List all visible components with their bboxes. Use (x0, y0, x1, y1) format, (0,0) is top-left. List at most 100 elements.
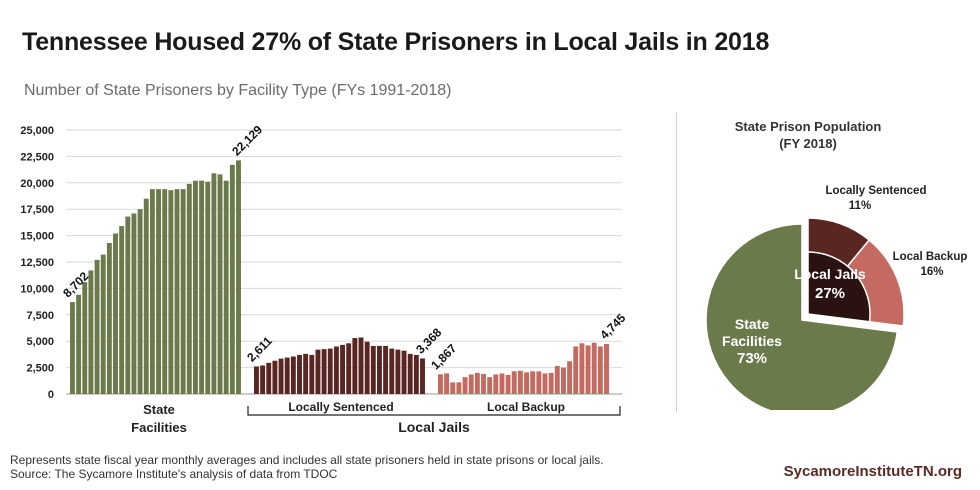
footnote: Represents state fiscal year monthly ave… (10, 453, 604, 481)
pie-slice-local-jails (807, 251, 871, 323)
bar (401, 350, 407, 394)
footnote-line-1: Represents state fiscal year monthly ave… (10, 453, 604, 467)
bar (554, 366, 560, 394)
bar (573, 346, 579, 394)
bar (100, 254, 106, 394)
bar (106, 242, 112, 394)
bar (444, 373, 450, 394)
bar (309, 354, 315, 394)
y-tick-label: 17,500 (20, 204, 54, 216)
bar (597, 346, 603, 394)
bar (499, 373, 505, 394)
bar (493, 374, 499, 394)
bar (174, 189, 180, 394)
bar (511, 371, 517, 394)
bar (517, 370, 523, 394)
bar (438, 374, 443, 394)
y-tick-label: 10,000 (20, 283, 54, 295)
pie-label-local-backup: Local Backup (893, 251, 968, 263)
pie-title: State Prison Population (FY 2018) (708, 118, 908, 152)
bar (352, 338, 358, 394)
bar (530, 371, 536, 394)
y-tick-label: 20,000 (20, 178, 54, 190)
bar (303, 353, 309, 394)
local-jails-bracket (247, 406, 621, 416)
bar (370, 345, 376, 394)
pie-label-state-facilities: State (735, 316, 769, 332)
pie-label-state-facilities-2: Facilities (722, 333, 782, 349)
bar (315, 349, 321, 394)
pie-label-local-jails: Local Jails (794, 266, 866, 282)
bar (358, 337, 364, 394)
bar (149, 189, 155, 394)
bar (113, 233, 118, 394)
bar (591, 342, 597, 394)
y-tick-label: 0 (48, 389, 54, 401)
bar (119, 226, 125, 394)
bar (481, 373, 486, 394)
bar (223, 180, 229, 394)
bar (505, 374, 511, 394)
bar (205, 181, 211, 394)
y-tick-label: 25,000 (20, 125, 54, 137)
bar (383, 345, 389, 394)
bar (278, 358, 284, 394)
bar (456, 382, 462, 394)
pie-value-local-jails: 27% (815, 285, 845, 302)
bar (272, 360, 278, 394)
panel-divider (676, 112, 677, 412)
bar (70, 302, 75, 394)
y-tick-label: 12,500 (20, 257, 54, 269)
bar (186, 183, 192, 394)
bar (333, 346, 339, 394)
bar (474, 372, 480, 394)
chart-title: Tennessee Housed 27% of State Prisoners … (22, 28, 770, 56)
data-label: 22,129 (229, 122, 265, 158)
y-tick-label: 2,500 (26, 363, 54, 375)
bar (125, 216, 131, 394)
bar (395, 349, 401, 394)
bar (585, 345, 591, 394)
bar (193, 180, 198, 394)
bar (450, 382, 456, 394)
y-tick-label: 22,500 (20, 151, 54, 163)
pie-title-line-2: (FY 2018) (779, 136, 837, 151)
bar (199, 180, 205, 394)
bar (346, 343, 352, 394)
bar-chart: 0 2,500 5,000 7,500 10,000 12,500 15,000 17,500… (20, 122, 628, 435)
group-label-state-facilities: State (143, 402, 175, 417)
bar (462, 377, 468, 394)
bar (211, 173, 217, 394)
bar (389, 348, 395, 394)
bar (180, 189, 186, 394)
bar (260, 365, 266, 394)
bar (548, 372, 554, 394)
bar (297, 354, 302, 394)
bar (377, 345, 382, 394)
footnote-source: Source: The Sycamore Institute's analysi… (10, 467, 338, 481)
y-tick-label: 7,500 (26, 310, 54, 322)
y-tick-label: 5,000 (26, 336, 54, 348)
pie-title-line-1: State Prison Population (734, 119, 882, 134)
bar (604, 343, 609, 394)
bar (76, 294, 82, 394)
bar (327, 348, 333, 394)
bar (407, 353, 413, 394)
brand-url: SycamoreInstituteTN.org (783, 463, 962, 480)
bar (217, 174, 223, 394)
bar (266, 362, 272, 394)
bar (340, 344, 345, 394)
bar (94, 259, 100, 394)
bar (542, 373, 548, 394)
bar (364, 341, 370, 394)
data-label: 2,611 (244, 334, 275, 365)
pie-value-locally-sentenced: 11% (849, 200, 871, 212)
bar (284, 357, 290, 394)
bar (168, 190, 174, 394)
bar (236, 160, 241, 394)
bar (254, 366, 259, 394)
bar (579, 343, 585, 394)
bar (156, 189, 161, 394)
bar (420, 358, 425, 394)
bar (143, 198, 149, 394)
